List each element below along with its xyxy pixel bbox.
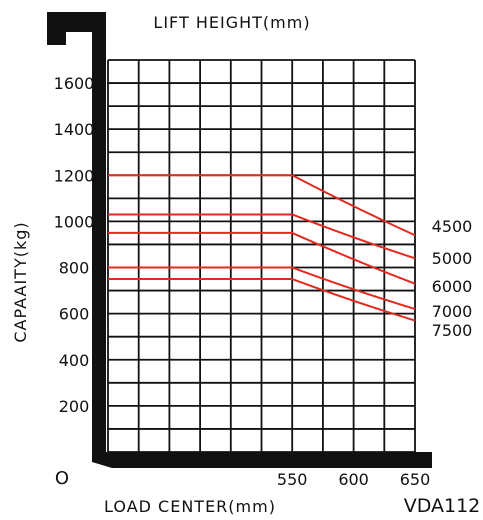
y-axis-label: CAPAAITY(kg) [11, 221, 30, 342]
series-line-7500 [108, 278, 416, 322]
series-label-5000: 5000 [432, 249, 473, 268]
y-tick-label: 800 [59, 259, 90, 278]
x-tick-label: 650 [400, 470, 431, 489]
origin-label: O [55, 468, 69, 489]
x-tick-label: 550 [277, 470, 308, 489]
series-label-4500: 4500 [432, 217, 473, 236]
series-label-7000: 7000 [432, 302, 473, 321]
frame-shape [47, 12, 432, 468]
chart-title: LIFT HEIGHT(mm) [153, 13, 310, 32]
series-line-4500 [108, 174, 416, 237]
x-tick-label: 600 [338, 470, 369, 489]
mast-frame [47, 12, 432, 468]
y-tick-label: 1000 [54, 212, 95, 231]
chart-grid [107, 59, 416, 453]
x-axis-label: LOAD CENTER(mm) [104, 497, 276, 516]
series-line-6000 [108, 231, 416, 285]
y-tick-label: 1400 [54, 120, 95, 139]
series-label-7500: 7500 [432, 321, 473, 340]
y-tick-label: 200 [59, 397, 90, 416]
y-tick-label: 1600 [54, 74, 95, 93]
series-label-6000: 6000 [432, 277, 473, 296]
y-tick-label: 400 [59, 351, 90, 370]
y-tick-label: 600 [59, 305, 90, 324]
capacity-curves [108, 174, 416, 322]
series-line-7000 [108, 266, 416, 310]
model-label: VDA112 [404, 495, 481, 517]
y-tick-label: 1200 [54, 166, 95, 185]
series-line-5000 [108, 213, 416, 260]
chart-labels: LIFT HEIGHT(mm) CAPAAITY(kg) LOAD CENTER… [11, 13, 480, 517]
x-tick-labels: 550 600 650 [277, 470, 430, 489]
y-tick-labels: 200 400 600 800 1000 1200 1400 1600 [54, 74, 95, 416]
